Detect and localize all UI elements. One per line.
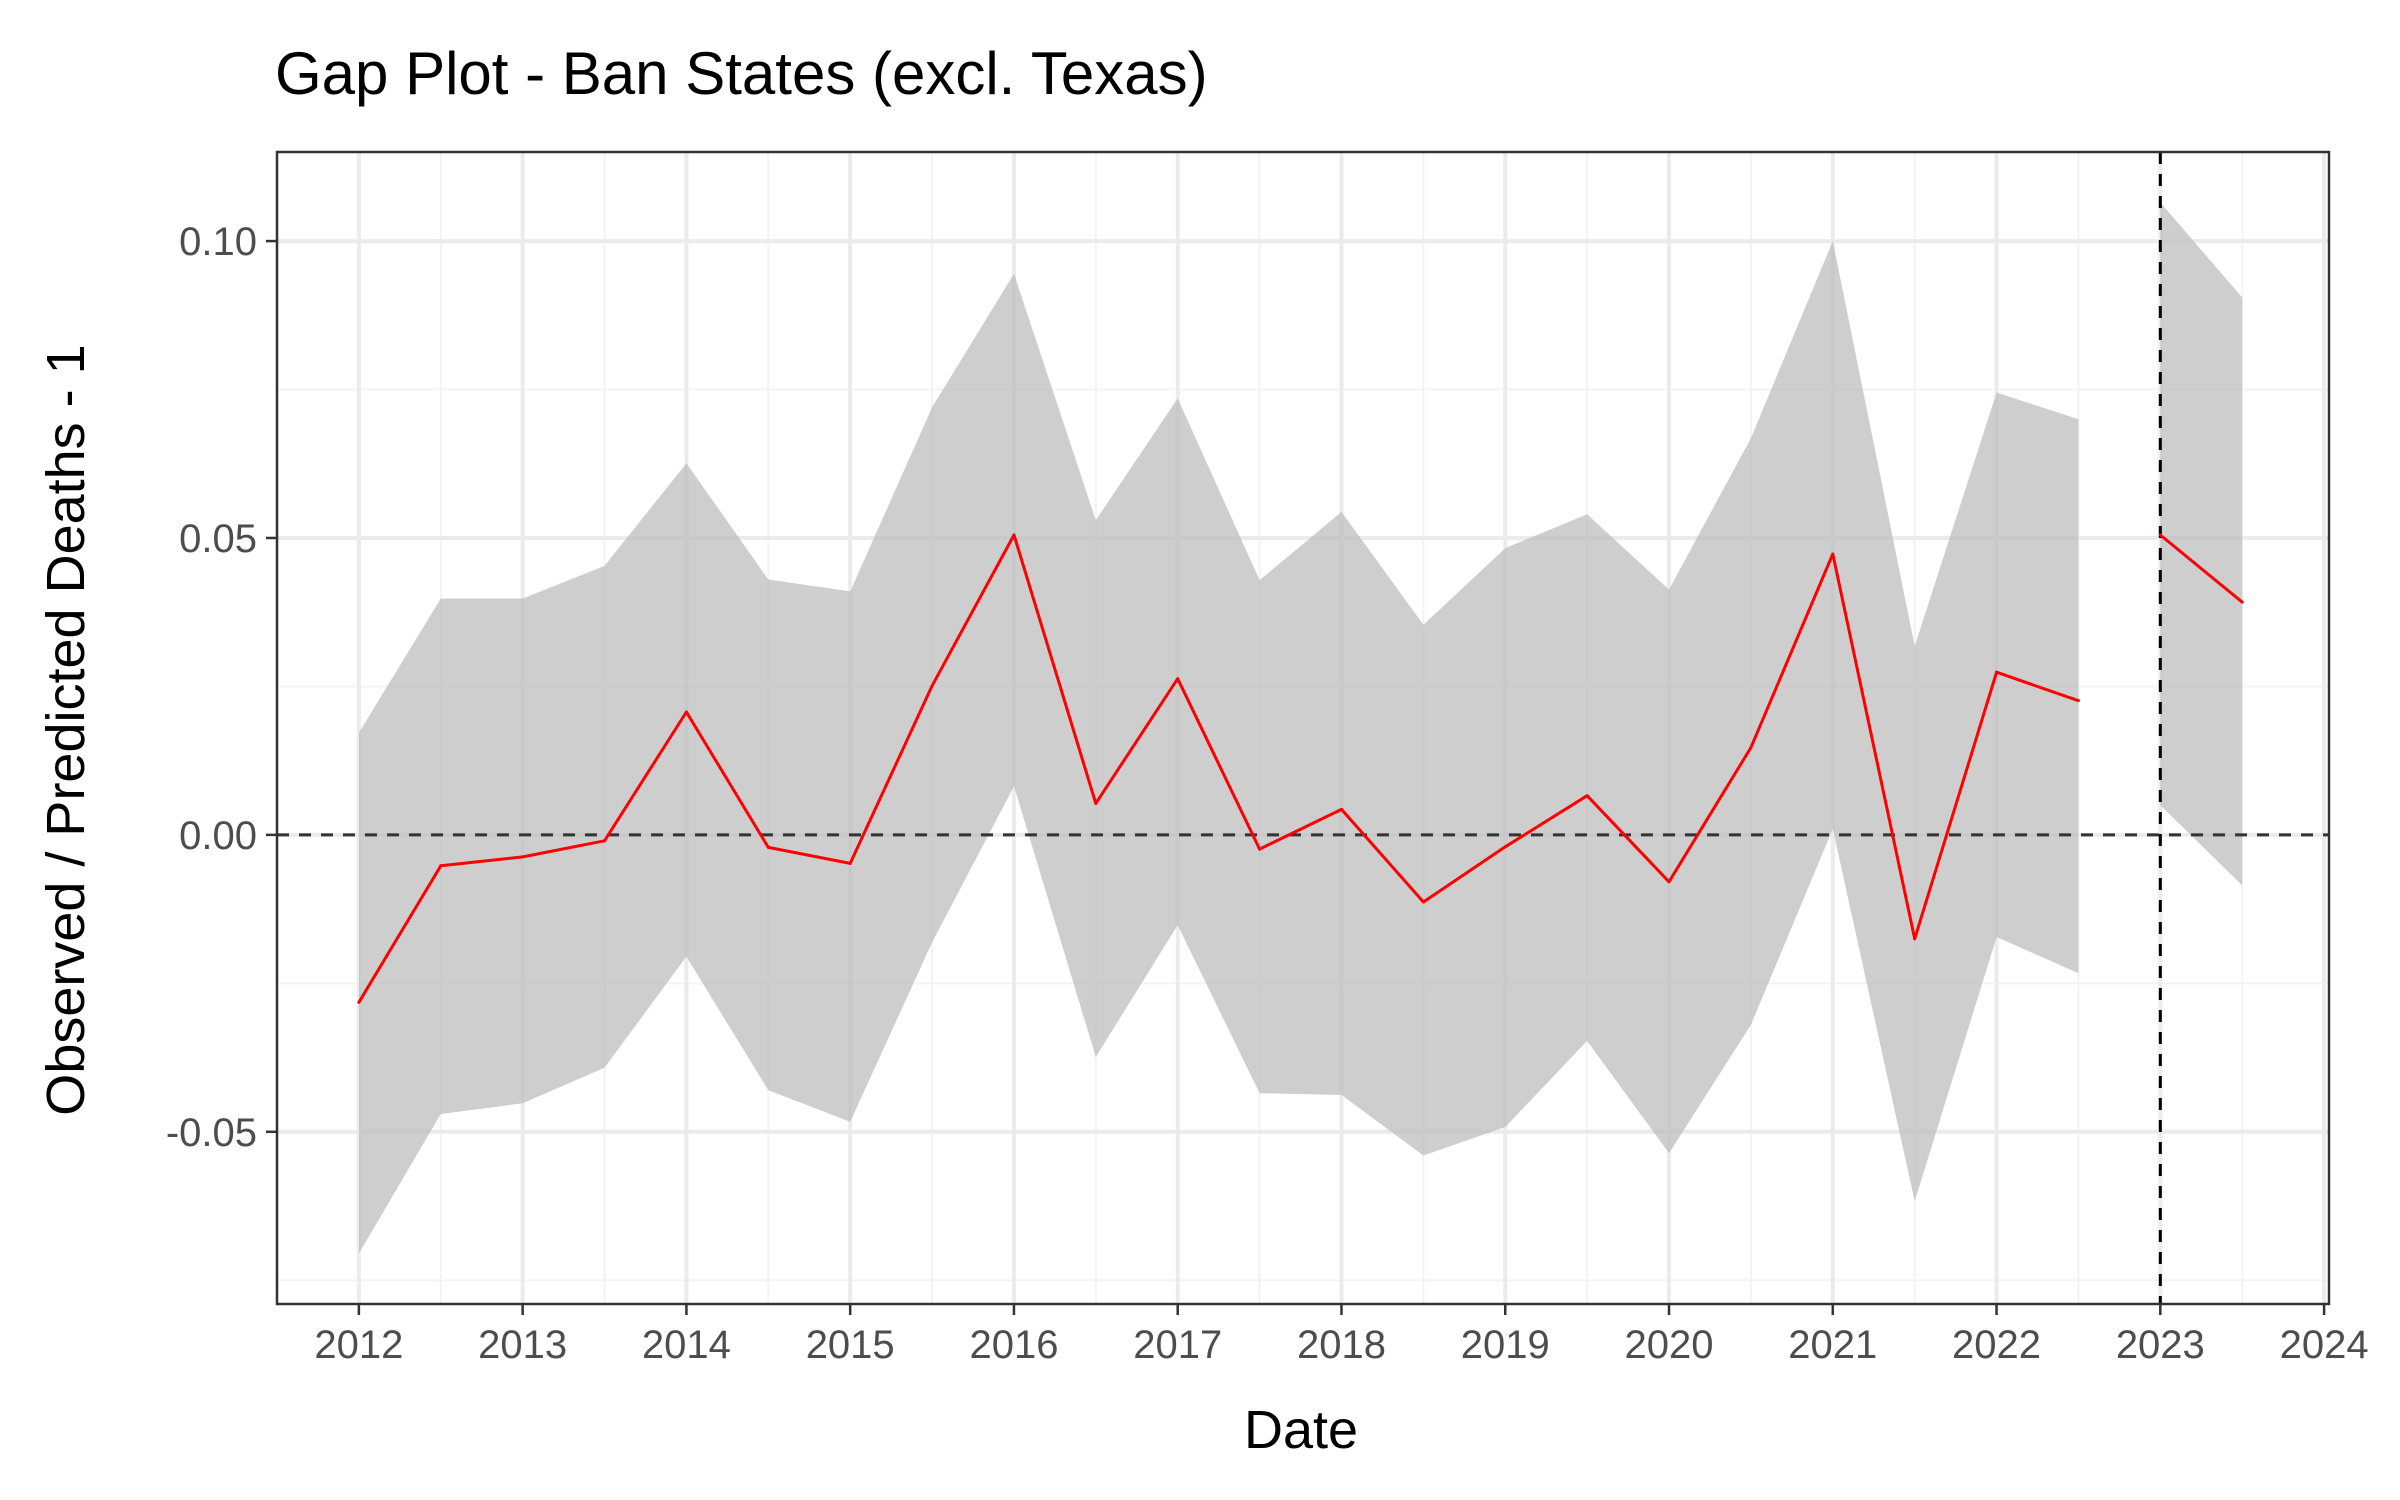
data-point [521, 855, 525, 859]
data-point [2158, 533, 2162, 537]
data-point [1339, 807, 1343, 811]
x-tick-label: 2020 [1625, 1323, 1714, 1367]
chart-title: Gap Plot - Ban States (excl. Texas) [275, 40, 1208, 107]
data-point [1421, 900, 1425, 904]
x-tick-label: 2022 [1952, 1323, 2041, 1367]
data-point [1831, 552, 1835, 556]
confidence-band [2160, 202, 2243, 886]
data-point [603, 839, 607, 843]
data-point [930, 684, 934, 688]
x-tick-label: 2012 [314, 1323, 403, 1367]
gap-series-line [357, 533, 2079, 1004]
data-point [357, 1000, 361, 1004]
data-point [2076, 699, 2080, 703]
x-tick-label: 2017 [1133, 1323, 1222, 1367]
x-tick-label: 2023 [2116, 1323, 2205, 1367]
x-axis-title: Date [1244, 1400, 1358, 1460]
x-tick-label: 2013 [478, 1323, 567, 1367]
x-tick-label: 2015 [806, 1323, 895, 1367]
data-point [1094, 801, 1098, 805]
data-point [766, 845, 770, 849]
y-axis-title: Observed / Predicted Deaths - 1 [36, 344, 96, 1115]
data-point [848, 861, 852, 865]
y-tick-label: 0.10 [179, 220, 257, 264]
data-point [439, 864, 443, 868]
data-point [2240, 600, 2244, 604]
data-point [1176, 677, 1180, 681]
data-point [1995, 670, 1999, 674]
x-tick-label: 2019 [1461, 1323, 1550, 1367]
y-tick-label: 0.00 [179, 814, 257, 858]
data-point [1667, 880, 1671, 884]
data-point [1012, 533, 1016, 537]
x-tick-label: 2024 [2280, 1323, 2369, 1367]
plot-panel-border [275, 150, 2331, 1306]
x-tick-label: 2014 [642, 1323, 731, 1367]
data-point [1585, 794, 1589, 798]
confidence-band [358, 241, 2079, 1254]
gap-series-line [2159, 533, 2244, 604]
data-point [1913, 937, 1917, 941]
y-tick-label: 0.05 [179, 517, 257, 561]
y-tick-label: -0.05 [166, 1111, 257, 1155]
data-point [1258, 847, 1262, 851]
plot-area: 2012 2013 2014 2015 2016 2017 2018 2019 2020 2021… [166, 150, 2369, 1367]
x-tick-label: 2016 [969, 1323, 1058, 1367]
x-tick-label: 2021 [1788, 1323, 1877, 1367]
data-point [1503, 845, 1507, 849]
data-point [1749, 746, 1753, 750]
data-point [684, 710, 688, 714]
x-tick-label: 2018 [1297, 1323, 1386, 1367]
